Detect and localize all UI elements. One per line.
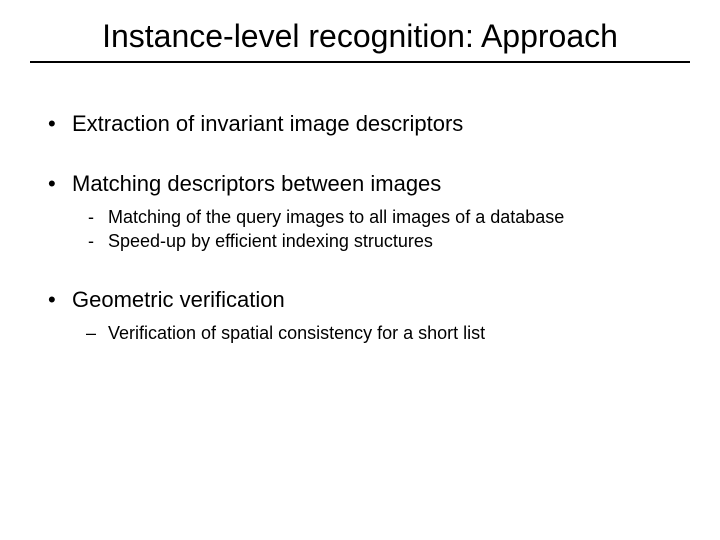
sub-bullet-list: Matching of the query images to all imag… (72, 205, 676, 254)
slide-title: Instance-level recognition: Approach (30, 18, 690, 61)
sub-bullet-item: Speed-up by efficient indexing structure… (82, 229, 676, 253)
sub-bullet-list: Verification of spatial consistency for … (72, 321, 676, 345)
bullet-text: Matching descriptors between images (72, 171, 441, 196)
title-underline (30, 61, 690, 63)
sub-bullet-text: Matching of the query images to all imag… (108, 207, 564, 227)
bullet-item: Extraction of invariant image descriptor… (44, 110, 676, 138)
bullet-item: Matching descriptors between images Matc… (44, 170, 676, 254)
bullet-item: Geometric verification Verification of s… (44, 286, 676, 346)
sub-bullet-text: Verification of spatial consistency for … (108, 323, 485, 343)
title-block: Instance-level recognition: Approach (30, 18, 690, 63)
sub-bullet-text: Speed-up by efficient indexing structure… (108, 231, 433, 251)
sub-bullet-item: Matching of the query images to all imag… (82, 205, 676, 229)
sub-bullet-item: Verification of spatial consistency for … (82, 321, 676, 345)
bullet-list: Extraction of invariant image descriptor… (44, 110, 676, 345)
bullet-text: Geometric verification (72, 287, 285, 312)
slide: Instance-level recognition: Approach Ext… (0, 0, 720, 540)
bullet-text: Extraction of invariant image descriptor… (72, 111, 463, 136)
slide-body: Extraction of invariant image descriptor… (44, 110, 676, 377)
